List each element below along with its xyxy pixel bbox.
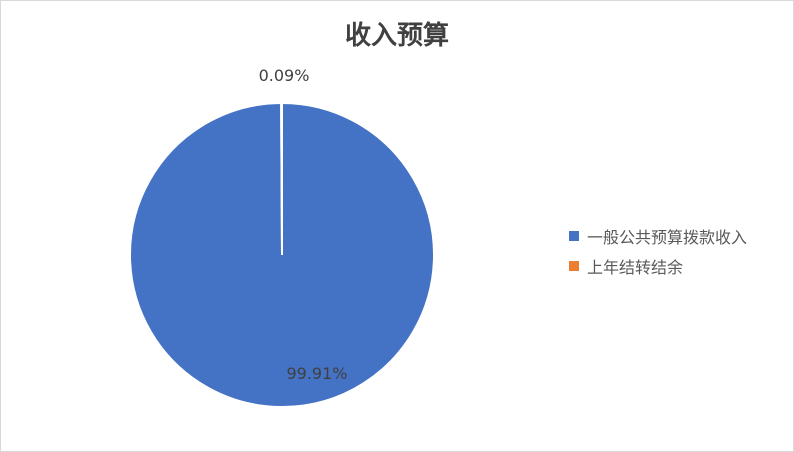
chart-title: 收入预算 <box>344 21 449 51</box>
data-label: 0.09% <box>259 66 310 85</box>
legend: 一般公共预算拨款收入 上年结转结余 <box>569 221 747 281</box>
legend-swatch <box>569 261 579 271</box>
pie-slice <box>280 101 283 256</box>
legend-label: 一般公共预算拨款收入 <box>587 228 748 247</box>
legend-swatch <box>569 231 579 241</box>
legend-item: 一般公共预算拨款收入 <box>569 221 747 251</box>
legend-item: 上年结转结余 <box>569 251 747 281</box>
legend-label: 上年结转结余 <box>587 258 684 277</box>
data-label: 99.91% <box>286 364 347 383</box>
